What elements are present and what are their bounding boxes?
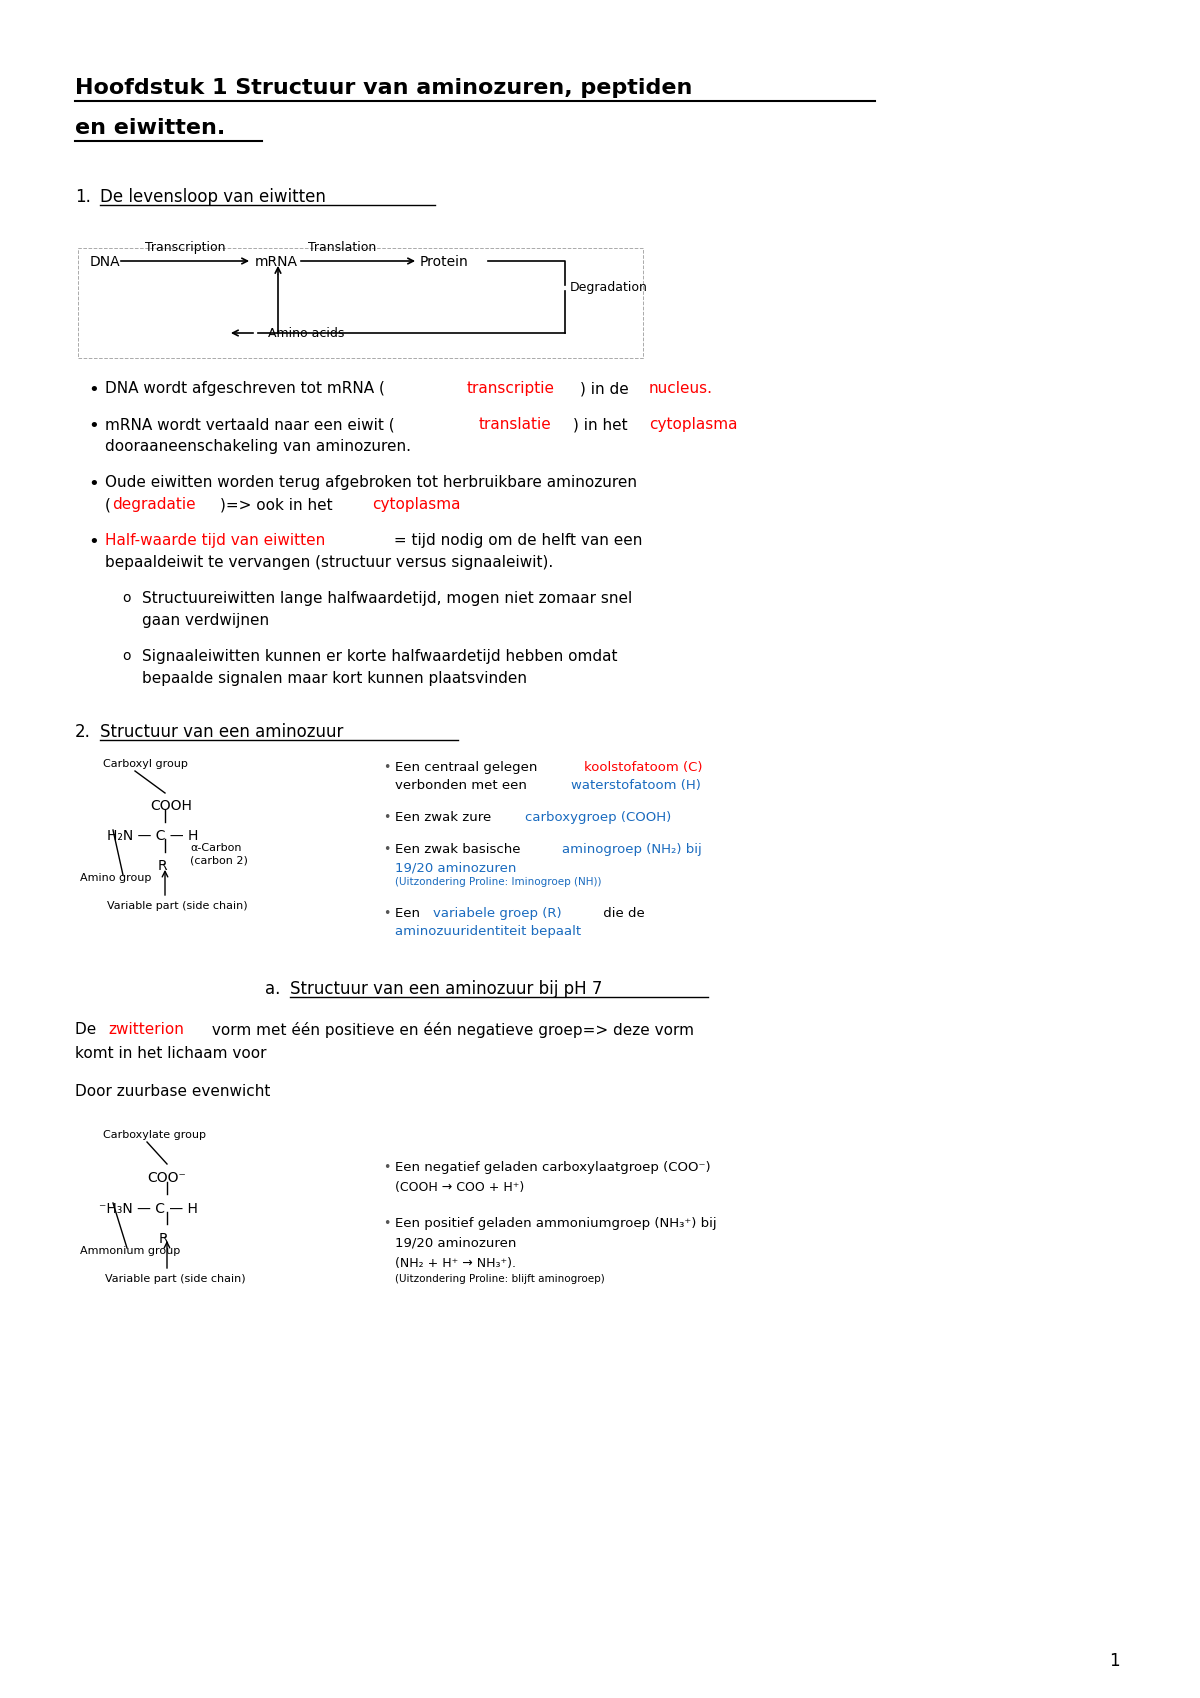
Text: koolstofatoom (C): koolstofatoom (C) bbox=[584, 761, 703, 774]
Text: ⁻H₃N — C — H: ⁻H₃N — C — H bbox=[98, 1202, 198, 1216]
Text: •: • bbox=[88, 533, 98, 550]
Text: carboxygroep (COOH): carboxygroep (COOH) bbox=[524, 812, 671, 824]
Text: Amino acids: Amino acids bbox=[268, 328, 344, 340]
Text: Half-waarde tijd van eiwitten: Half-waarde tijd van eiwitten bbox=[106, 533, 325, 548]
Text: transcriptie: transcriptie bbox=[466, 380, 554, 396]
Text: (COOH → COO + H⁺): (COOH → COO + H⁺) bbox=[395, 1182, 524, 1194]
Text: mRNA wordt vertaald naar een eiwit (: mRNA wordt vertaald naar een eiwit ( bbox=[106, 418, 395, 431]
Text: vorm met één positieve en één negatieve groep=> deze vorm: vorm met één positieve en één negatieve … bbox=[206, 1022, 694, 1037]
Text: gaan verdwijnen: gaan verdwijnen bbox=[142, 613, 269, 628]
Text: Carboxylate group: Carboxylate group bbox=[103, 1129, 206, 1139]
Text: Een negatief geladen carboxylaatgroep (COO⁻): Een negatief geladen carboxylaatgroep (C… bbox=[395, 1161, 710, 1173]
Text: Door zuurbase evenwicht: Door zuurbase evenwicht bbox=[74, 1083, 270, 1099]
Text: •: • bbox=[383, 1161, 390, 1173]
Text: •: • bbox=[383, 842, 390, 856]
Text: bepaalde signalen maar kort kunnen plaatsvinden: bepaalde signalen maar kort kunnen plaat… bbox=[142, 671, 527, 686]
Text: Hoofdstuk 1 Structuur van aminozuren, peptiden: Hoofdstuk 1 Structuur van aminozuren, pe… bbox=[74, 78, 700, 98]
Text: (carbon 2): (carbon 2) bbox=[190, 856, 248, 864]
Text: verbonden met een: verbonden met een bbox=[395, 779, 532, 791]
Text: Carboxyl group: Carboxyl group bbox=[103, 759, 188, 769]
Text: DNA: DNA bbox=[90, 255, 121, 268]
Text: COOH: COOH bbox=[150, 800, 192, 813]
Text: Signaaleiwitten kunnen er korte halfwaardetijd hebben omdat: Signaaleiwitten kunnen er korte halfwaar… bbox=[142, 649, 618, 664]
Text: Ammonium group: Ammonium group bbox=[80, 1246, 180, 1257]
Text: bepaaldeiwit te vervangen (structuur versus signaaleiwit).: bepaaldeiwit te vervangen (structuur ver… bbox=[106, 555, 553, 571]
Text: •: • bbox=[383, 907, 390, 920]
Text: (: ( bbox=[106, 498, 110, 513]
Text: o: o bbox=[122, 591, 131, 604]
Text: en eiwitten.: en eiwitten. bbox=[74, 117, 226, 138]
Text: Protein: Protein bbox=[420, 255, 469, 268]
Text: 2.: 2. bbox=[74, 723, 91, 740]
Text: H₂N — C — H: H₂N — C — H bbox=[107, 829, 198, 842]
Text: Translation: Translation bbox=[308, 241, 377, 255]
Text: degradatie: degradatie bbox=[113, 498, 197, 513]
Text: ) in de: ) in de bbox=[580, 380, 634, 396]
Text: Oude eiwitten worden terug afgebroken tot herbruikbare aminozuren: Oude eiwitten worden terug afgebroken to… bbox=[106, 475, 637, 491]
Text: Structuur van een aminozuur bij pH 7: Structuur van een aminozuur bij pH 7 bbox=[290, 980, 602, 998]
Text: •: • bbox=[88, 380, 98, 399]
Text: Variable part (side chain): Variable part (side chain) bbox=[107, 902, 247, 912]
Text: (NH₂ + H⁺ → NH₃⁺).: (NH₂ + H⁺ → NH₃⁺). bbox=[395, 1257, 516, 1270]
Text: )=> ook in het: )=> ook in het bbox=[221, 498, 338, 513]
Text: die de: die de bbox=[599, 907, 644, 920]
Text: ) in het: ) in het bbox=[572, 418, 632, 431]
Text: Een positief geladen ammoniumgroep (NH₃⁺) bij: Een positief geladen ammoniumgroep (NH₃⁺… bbox=[395, 1217, 716, 1229]
Text: Een zwak basische: Een zwak basische bbox=[395, 842, 524, 856]
Text: translatie: translatie bbox=[479, 418, 552, 431]
Text: 19/20 aminozuren: 19/20 aminozuren bbox=[395, 861, 516, 874]
Text: Een centraal gelegen: Een centraal gelegen bbox=[395, 761, 541, 774]
Text: De: De bbox=[74, 1022, 101, 1037]
Text: Degradation: Degradation bbox=[570, 280, 648, 294]
Text: Variable part (side chain): Variable part (side chain) bbox=[106, 1274, 246, 1284]
Text: DNA wordt afgeschreven tot mRNA (: DNA wordt afgeschreven tot mRNA ( bbox=[106, 380, 385, 396]
Text: variabele groep (R): variabele groep (R) bbox=[433, 907, 562, 920]
Text: aminogroep (NH₂) bij: aminogroep (NH₂) bij bbox=[563, 842, 702, 856]
Text: COO⁻: COO⁻ bbox=[148, 1172, 186, 1185]
Text: mRNA: mRNA bbox=[256, 255, 298, 268]
Text: Structuureiwitten lange halfwaardetijd, mogen niet zomaar snel: Structuureiwitten lange halfwaardetijd, … bbox=[142, 591, 632, 606]
Text: a.: a. bbox=[265, 980, 281, 998]
Text: (Uitzondering Proline: blijft aminogroep): (Uitzondering Proline: blijft aminogroep… bbox=[395, 1274, 605, 1284]
Text: α-Carbon: α-Carbon bbox=[190, 842, 241, 852]
Text: aminozuuridentiteit bepaalt: aminozuuridentiteit bepaalt bbox=[395, 925, 581, 937]
Text: cytoplasma: cytoplasma bbox=[649, 418, 738, 431]
Text: •: • bbox=[383, 1217, 390, 1229]
Text: komt in het lichaam voor: komt in het lichaam voor bbox=[74, 1046, 266, 1061]
Text: zwitterion: zwitterion bbox=[109, 1022, 185, 1037]
Text: nucleus.: nucleus. bbox=[649, 380, 713, 396]
Text: 19/20 aminozuren: 19/20 aminozuren bbox=[395, 1238, 516, 1250]
Text: •: • bbox=[88, 418, 98, 435]
FancyBboxPatch shape bbox=[78, 248, 643, 358]
Text: (Uitzondering Proline: Iminogroep (NH)): (Uitzondering Proline: Iminogroep (NH)) bbox=[395, 876, 601, 886]
Text: •: • bbox=[88, 475, 98, 492]
Text: 1.: 1. bbox=[74, 188, 91, 205]
Text: waterstofatoom (H): waterstofatoom (H) bbox=[571, 779, 701, 791]
Text: o: o bbox=[122, 649, 131, 662]
Text: Een: Een bbox=[395, 907, 425, 920]
Text: dooraaneenschakeling van aminozuren.: dooraaneenschakeling van aminozuren. bbox=[106, 440, 410, 453]
Text: Een zwak zure: Een zwak zure bbox=[395, 812, 496, 824]
Text: Structuur van een aminozuur: Structuur van een aminozuur bbox=[100, 723, 343, 740]
Text: cytoplasma: cytoplasma bbox=[372, 498, 461, 513]
Text: 1: 1 bbox=[1109, 1652, 1120, 1671]
Text: R: R bbox=[158, 1233, 169, 1246]
Text: •: • bbox=[383, 812, 390, 824]
Text: R: R bbox=[158, 859, 168, 873]
Text: •: • bbox=[383, 761, 390, 774]
Text: De levensloop van eiwitten: De levensloop van eiwitten bbox=[100, 188, 326, 205]
Text: = tijd nodig om de helft van een: = tijd nodig om de helft van een bbox=[389, 533, 642, 548]
Text: Transcription: Transcription bbox=[145, 241, 226, 255]
Text: Amino group: Amino group bbox=[80, 873, 151, 883]
